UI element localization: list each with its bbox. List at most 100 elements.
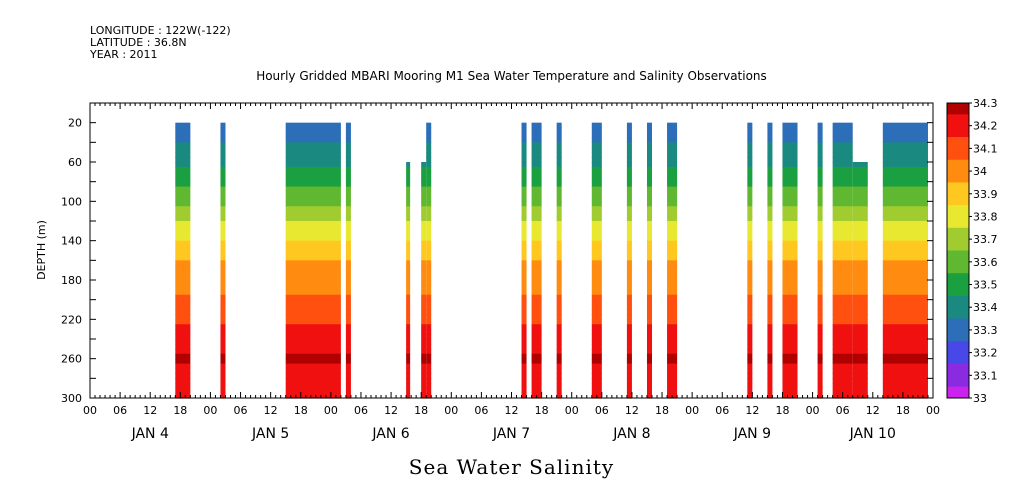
salinity-cell bbox=[626, 378, 632, 384]
salinity-cell bbox=[591, 240, 602, 247]
salinity-cell bbox=[591, 339, 602, 345]
salinity-cell bbox=[426, 147, 432, 153]
salinity-cell bbox=[852, 299, 868, 306]
salinity-cell bbox=[667, 240, 678, 247]
salinity-cell bbox=[345, 373, 351, 379]
salinity-cell bbox=[852, 314, 868, 320]
salinity-cell bbox=[591, 368, 602, 375]
salinity-cell bbox=[285, 225, 341, 232]
salinity-cell bbox=[406, 289, 411, 296]
salinity-cell bbox=[832, 358, 853, 365]
salinity-cell bbox=[531, 132, 542, 139]
colorbar-label: 34 bbox=[973, 165, 987, 178]
salinity-cell bbox=[852, 324, 868, 330]
salinity-cell bbox=[531, 245, 542, 252]
salinity-cell bbox=[782, 171, 798, 178]
salinity-cell bbox=[747, 304, 753, 311]
salinity-cell bbox=[426, 206, 432, 212]
salinity-cell bbox=[426, 393, 432, 399]
salinity-cell bbox=[882, 230, 928, 237]
salinity-cell bbox=[406, 250, 411, 257]
salinity-cell bbox=[646, 225, 652, 232]
salinity-cell bbox=[667, 206, 678, 212]
salinity-cell bbox=[852, 216, 868, 222]
x-tick-label: 18 bbox=[896, 404, 910, 417]
salinity-cell bbox=[426, 314, 432, 320]
salinity-cell bbox=[285, 265, 341, 271]
salinity-cell bbox=[646, 265, 652, 271]
salinity-cell bbox=[175, 245, 191, 252]
x-tick-label: 00 bbox=[444, 404, 458, 417]
salinity-cell bbox=[646, 147, 652, 153]
salinity-cell bbox=[817, 137, 823, 143]
salinity-cell bbox=[767, 132, 773, 139]
salinity-cell bbox=[667, 314, 678, 320]
salinity-cell bbox=[667, 176, 678, 183]
salinity-cell bbox=[345, 304, 351, 311]
salinity-cell bbox=[832, 240, 853, 247]
salinity-cell bbox=[782, 294, 798, 301]
salinity-cell bbox=[832, 348, 853, 355]
salinity-cell bbox=[591, 196, 602, 202]
salinity-cell bbox=[646, 235, 652, 242]
salinity-cell bbox=[591, 309, 602, 316]
salinity-cell bbox=[782, 383, 798, 389]
salinity-cell bbox=[531, 157, 542, 163]
salinity-cell bbox=[591, 280, 602, 286]
salinity-cell bbox=[426, 294, 432, 301]
salinity-cell bbox=[556, 334, 562, 340]
salinity-cell bbox=[667, 157, 678, 163]
x-axis-title: Sea Water Salinity bbox=[408, 455, 615, 479]
salinity-cell bbox=[832, 137, 853, 143]
salinity-cell bbox=[832, 280, 853, 286]
salinity-cell bbox=[626, 157, 632, 163]
salinity-cell bbox=[521, 388, 527, 394]
salinity-cell bbox=[646, 270, 652, 276]
salinity-cell bbox=[747, 221, 753, 227]
salinity-cell bbox=[556, 127, 562, 134]
salinity-cell bbox=[667, 289, 678, 296]
salinity-cell bbox=[767, 358, 773, 365]
salinity-cell bbox=[882, 319, 928, 325]
salinity-cell bbox=[285, 152, 341, 158]
salinity-cell bbox=[426, 343, 432, 350]
x-tick-label: 06 bbox=[836, 404, 850, 417]
salinity-cell bbox=[220, 211, 226, 217]
y-tick-label: 100 bbox=[61, 195, 82, 208]
salinity-cell bbox=[406, 171, 411, 178]
salinity-cell bbox=[220, 166, 226, 173]
salinity-cell bbox=[882, 137, 928, 143]
salinity-cell bbox=[626, 319, 632, 325]
salinity-cell bbox=[285, 235, 341, 242]
x-tick-label: 12 bbox=[866, 404, 880, 417]
salinity-cell bbox=[426, 378, 432, 384]
salinity-cell bbox=[852, 191, 868, 198]
salinity-cell bbox=[667, 378, 678, 384]
salinity-cell bbox=[175, 324, 191, 330]
salinity-cell bbox=[285, 388, 341, 394]
salinity-cell bbox=[175, 127, 191, 134]
salinity-cell bbox=[667, 383, 678, 389]
salinity-cell bbox=[747, 245, 753, 252]
salinity-cell bbox=[175, 348, 191, 355]
x-tick-label: 06 bbox=[715, 404, 729, 417]
salinity-cell bbox=[667, 181, 678, 188]
salinity-cell bbox=[832, 221, 853, 227]
colorbar-band bbox=[947, 148, 969, 161]
data-column-16 bbox=[782, 122, 798, 399]
salinity-cell bbox=[426, 260, 432, 266]
salinity-cell bbox=[426, 373, 432, 379]
salinity-cell bbox=[767, 152, 773, 158]
salinity-cell bbox=[767, 127, 773, 134]
salinity-cell bbox=[345, 294, 351, 301]
salinity-cell bbox=[426, 329, 432, 335]
x-tick-label: 06 bbox=[234, 404, 248, 417]
salinity-cell bbox=[646, 358, 652, 365]
salinity-cell bbox=[747, 162, 753, 168]
salinity-cell bbox=[591, 343, 602, 350]
salinity-cell bbox=[421, 294, 427, 301]
salinity-cell bbox=[345, 186, 351, 193]
salinity-cell bbox=[285, 230, 341, 237]
salinity-cell bbox=[767, 363, 773, 370]
salinity-cell bbox=[220, 388, 226, 394]
